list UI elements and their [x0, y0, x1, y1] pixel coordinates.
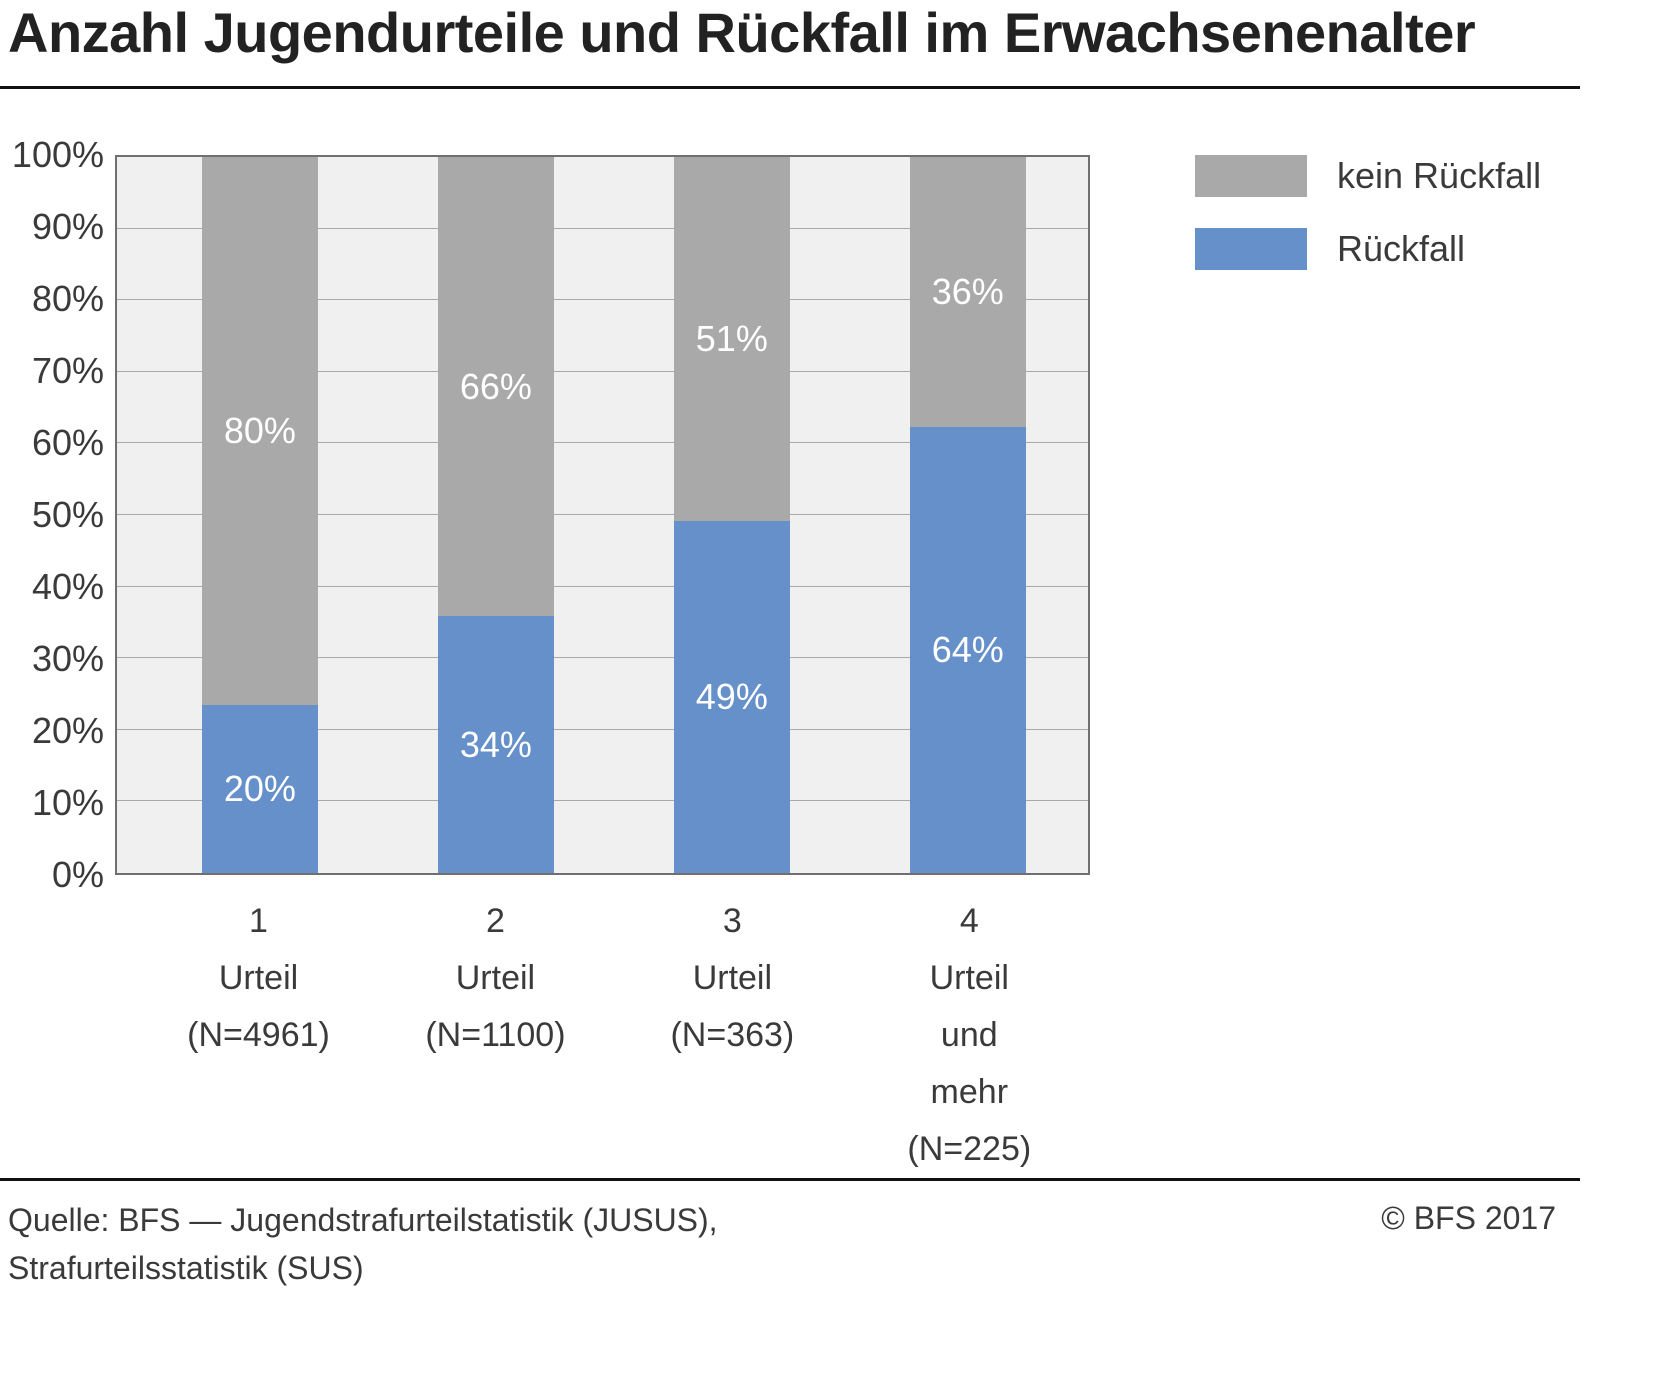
y-tick-label: 10% [31, 782, 104, 823]
gridline [117, 585, 1088, 587]
bar-segment-rueckfall: 64% [909, 426, 1027, 873]
bar-segment-kein-rueckfall: 36% [909, 157, 1027, 427]
plot-area: 80% 20% 66% 34% 51% 49% 36% 64% [115, 155, 1090, 875]
title-divider [0, 86, 1580, 89]
stacked-bar: 51% 49% [673, 157, 791, 873]
x-category-label: 4 Urteil und mehr (N=225) [907, 902, 1032, 1168]
gridline [117, 227, 1088, 229]
bar-segment-rueckfall: 34% [437, 616, 555, 873]
bar-value-label: 64% [931, 628, 1004, 670]
gridline [117, 728, 1088, 730]
x-axis-labels: 1 Urteil (N=4961) 2 Urteil (N=1100) 3 Urte… [115, 893, 1090, 1168]
legend-label-kein-rueckfall: kein Rückfall [1337, 155, 1542, 196]
bar-segment-kein-rueckfall: 80% [201, 157, 319, 705]
stacked-bar: 80% 20% [201, 157, 319, 873]
y-tick-label: 80% [31, 278, 104, 319]
y-tick-label: 90% [31, 206, 104, 247]
copyright-text: © BFS 2017 [1381, 1200, 1556, 1236]
bar-value-label: 49% [695, 676, 768, 718]
source-line-2: Strafurteilsstatistik (SUS) [8, 1250, 364, 1286]
chart-title: Anzahl Jugendurteile und Rückfall im Erw… [8, 1, 1476, 64]
bar-segment-rueckfall: 20% [201, 704, 319, 873]
y-tick-label: 40% [31, 566, 104, 607]
gridline [117, 657, 1088, 659]
y-tick-label: 70% [31, 350, 104, 391]
x-category-label: 2 Urteil (N=1100) [425, 902, 566, 1054]
stacked-bar: 36% 64% [909, 157, 1027, 873]
bar-value-label: 66% [459, 365, 532, 407]
gridline [117, 442, 1088, 444]
y-tick-label: 20% [31, 710, 104, 751]
bar-value-label: 36% [931, 270, 1004, 312]
y-tick-label: 100% [11, 134, 104, 175]
bar-value-label: 34% [459, 723, 532, 765]
bar-segment-kein-rueckfall: 66% [437, 157, 555, 617]
y-axis: 0% 10% 20% 30% 40% 50% 60% 70% 80% 90% 100% [0, 134, 104, 895]
y-tick-label: 0% [51, 854, 104, 895]
legend-item-kein-rueckfall: kein Rückfall [1195, 155, 1541, 197]
gridline [117, 370, 1088, 372]
source-line-1: Quelle: BFS — Jugendstrafurteilstatistik… [8, 1202, 718, 1238]
gridline [117, 514, 1088, 515]
bar-value-label: 80% [223, 409, 296, 451]
legend-item-rueckfall: Rückfall [1195, 228, 1541, 270]
y-tick-label: 50% [31, 494, 104, 535]
y-tick-label: 60% [31, 422, 104, 463]
legend-swatch-rueckfall [1195, 228, 1307, 270]
x-category-label: 1 Urteil (N=4961) [187, 902, 330, 1054]
bar-segment-rueckfall: 49% [673, 521, 791, 873]
source-text: Quelle: BFS — Jugendstrafurteilstatistik… [8, 1196, 718, 1292]
gridline [117, 299, 1088, 301]
legend-swatch-kein-rueckfall [1195, 155, 1307, 197]
x-category-label: 3 Urteil (N=363) [670, 902, 795, 1054]
legend: kein Rückfall Rückfall [1195, 155, 1541, 270]
bar-value-label: 20% [223, 767, 296, 809]
gridline [117, 800, 1088, 802]
stacked-bar: 66% 34% [437, 157, 555, 873]
bar-value-label: 51% [695, 318, 768, 360]
legend-label-rueckfall: Rückfall [1337, 228, 1466, 269]
footer-divider [0, 1178, 1580, 1181]
y-tick-label: 30% [31, 638, 104, 679]
bar-segment-kein-rueckfall: 51% [673, 157, 791, 522]
